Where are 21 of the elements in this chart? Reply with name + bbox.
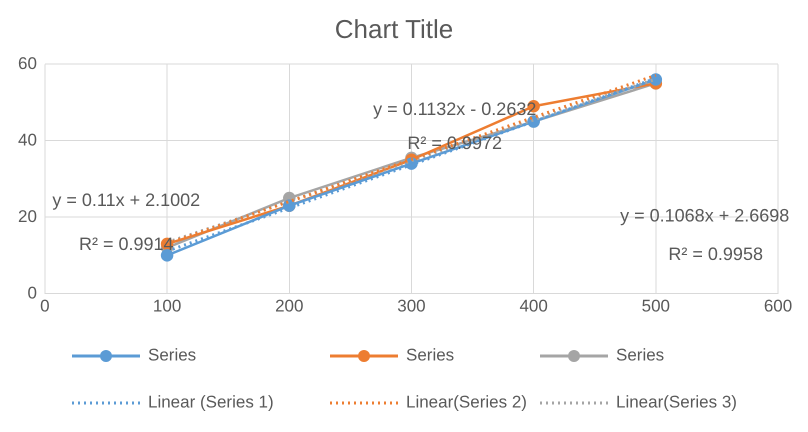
legend-label: Linear(Series 2) (406, 392, 527, 412)
legend-label: Series (616, 346, 664, 365)
x-tick-label: 200 (275, 296, 304, 316)
annotation: y = 0.1068x + 2.6698 (620, 205, 790, 226)
x-tick-label: 600 (764, 296, 792, 316)
legend-label: Linear(Series 3) (616, 392, 737, 412)
annotation: R² = 0.9958 (668, 244, 763, 264)
x-tick-label: 300 (397, 296, 426, 316)
legend-label: Series (406, 346, 454, 365)
x-tick-label: 0 (40, 296, 50, 316)
x-tick-label: 400 (519, 296, 548, 316)
x-tick-label: 100 (152, 296, 182, 316)
legend-label: Series (148, 346, 196, 365)
legend-label: Linear (Series 1) (148, 392, 274, 412)
y-tick-label: 0 (27, 283, 37, 302)
y-tick-label: 60 (18, 54, 37, 73)
y-tick-label: 40 (18, 130, 37, 150)
annotation: y = 0.11x + 2.1002 (52, 190, 200, 210)
x-tick-label: 500 (642, 296, 670, 316)
y-tick-label: 20 (18, 206, 37, 226)
chart-title: Chart Title (334, 14, 454, 44)
